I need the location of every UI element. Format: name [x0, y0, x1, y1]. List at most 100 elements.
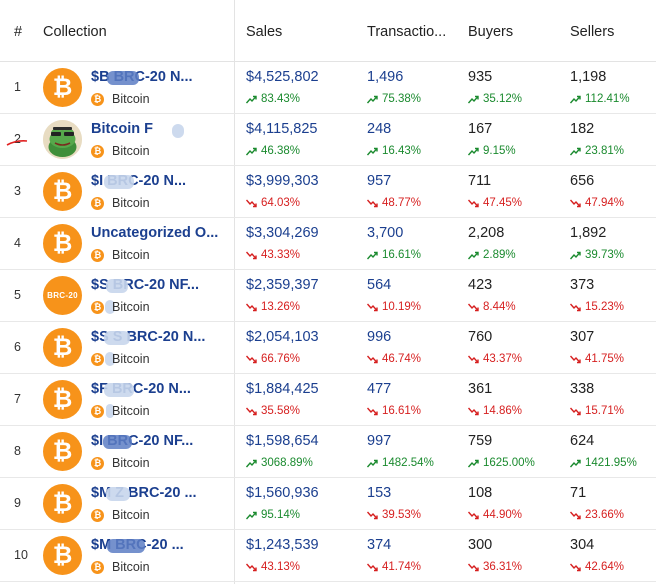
sales-value: $1,243,539 [246, 537, 319, 553]
transactions-change: 10.19% [367, 301, 421, 313]
buyers-value: 300 [468, 537, 493, 553]
sales-value: $3,999,303 [246, 173, 319, 189]
buyers-value: 2,208 [468, 225, 505, 241]
buyers-value: 935 [468, 69, 493, 85]
table-row[interactable]: 9 ₿ $M Z BRC-20 ... ₿ Bitcoin $1,560,936 … [0, 478, 656, 530]
buyers-change-text: 35.12% [483, 93, 523, 105]
chain-label: ₿ Bitcoin [91, 508, 150, 522]
redaction-blur [104, 331, 130, 345]
table-row[interactable]: 5 BRC-20 $S BRC-20 NF... ₿ Bitcoin $2,359… [0, 270, 656, 322]
bitcoin-icon: ₿ [43, 536, 82, 575]
frog-avatar [43, 120, 82, 159]
buyers-change: 36.31% [468, 561, 522, 573]
rank-number: 4 [14, 236, 21, 250]
redaction-blur [104, 383, 134, 397]
transactions-value: 374 [367, 537, 392, 553]
buyers-change: 35.12% [468, 93, 522, 105]
sellers-change-text: 1421.95% [585, 457, 637, 469]
rank-number: 3 [14, 184, 21, 198]
sellers-value: 1,892 [570, 225, 607, 241]
sellers-change-text: 23.81% [585, 145, 625, 157]
sellers-change: 41.75% [570, 353, 624, 365]
sellers-change: 23.66% [570, 509, 624, 521]
sellers-change-text: 42.64% [585, 561, 625, 573]
sellers-change: 1421.95% [570, 457, 637, 469]
buyers-change-text: 8.44% [483, 301, 516, 313]
sellers-value: 338 [570, 381, 595, 397]
chain-name: Bitcoin [112, 144, 150, 158]
transactions-change-text: 48.77% [382, 197, 422, 209]
transactions-change: 75.38% [367, 93, 421, 105]
sellers-change-text: 23.66% [585, 509, 625, 521]
transactions-value: 957 [367, 173, 392, 189]
sellers-value: 71 [570, 485, 587, 501]
sellers-change: 47.94% [570, 197, 624, 209]
bitcoin-icon: ₿ [43, 172, 82, 211]
redaction-blur [172, 124, 184, 138]
transactions-value: 477 [367, 381, 392, 397]
collection-name-link[interactable]: Uncategorized O... [91, 225, 219, 241]
table-row[interactable]: 10 ₿ $M BRC-20 ... ₿Bitcoin $1,243,539 4… [0, 530, 656, 582]
bitcoin-icon: ₿ [43, 328, 82, 367]
sales-change: 66.76% [246, 353, 300, 365]
buyers-change: 1625.00% [468, 457, 535, 469]
transactions-change-text: 16.61% [382, 405, 422, 417]
table-row[interactable]: 7 ₿ $F BRC-20 N... ₿ Bitcoin $1,884,425 3… [0, 374, 656, 426]
redaction-blur [105, 300, 115, 314]
table-row[interactable]: 4 ₿ Uncategorized O... ₿ Bitcoin $3,304,2… [0, 218, 656, 270]
transactions-header[interactable]: Transactio... [367, 24, 447, 40]
sales-value: $4,525,802 [246, 69, 319, 85]
sellers-header[interactable]: Sellers [570, 24, 615, 40]
buyers-change: 47.45% [468, 197, 522, 209]
chain-name: Bitcoin [112, 560, 150, 574]
chain-name: Bitcoin [112, 196, 150, 210]
sellers-value: 624 [570, 433, 595, 449]
transactions-change-text: 16.61% [382, 249, 422, 261]
sellers-change: 39.73% [570, 249, 624, 261]
sellers-value: 1,198 [570, 69, 607, 85]
sellers-change-text: 112.41% [585, 93, 630, 105]
collection-name-link[interactable]: Bitcoin F [91, 121, 154, 137]
table-row[interactable]: 6 ₿ $S S BRC-20 N... ₿ Bitcoin $2,054,103… [0, 322, 656, 374]
buyers-change-text: 1625.00% [483, 457, 535, 469]
redaction-blur [106, 404, 114, 418]
chain-name: Bitcoin [112, 300, 150, 314]
transactions-value: 1,496 [367, 69, 404, 85]
sales-header[interactable]: Sales [246, 24, 283, 40]
table-row[interactable]: 2 Bitcoin F ₿ Bitcoin $4,115,825 46.38% 2… [0, 114, 656, 166]
sales-value: $2,359,397 [246, 277, 319, 293]
sales-change-text: 13.26% [261, 301, 301, 313]
transactions-value: 248 [367, 121, 392, 137]
sales-change: 46.38% [246, 145, 300, 157]
table-row[interactable]: 1 ₿ $B BRC-20 N... ₿ Bitcoin $4,525,802 8… [0, 62, 656, 114]
sellers-change: 15.71% [570, 405, 624, 417]
sellers-change: 42.64% [570, 561, 624, 573]
sellers-value: 182 [570, 121, 595, 137]
sales-change: 95.14% [246, 509, 300, 521]
buyers-change-text: 2.89% [483, 249, 516, 261]
sales-change: 43.33% [246, 249, 300, 261]
sales-change-text: 3068.89% [261, 457, 313, 469]
redaction-blur [107, 71, 139, 85]
rank-number: 9 [14, 496, 21, 510]
sales-change: 35.58% [246, 405, 300, 417]
transactions-value: 564 [367, 277, 392, 293]
bitcoin-icon: ₿ [43, 68, 82, 107]
buyers-header[interactable]: Buyers [468, 24, 514, 40]
buyers-change: 8.44% [468, 301, 516, 313]
buyers-change: 9.15% [468, 145, 516, 157]
bitcoin-chain-icon: ₿ [91, 560, 104, 574]
collection-header[interactable]: Collection [43, 24, 107, 40]
sales-value: $1,560,936 [246, 485, 319, 501]
transactions-change: 16.61% [367, 249, 421, 261]
buyers-change-text: 43.37% [483, 353, 523, 365]
table-row[interactable]: 3 ₿ $I BRC-20 N... ₿ Bitcoin $3,999,303 6… [0, 166, 656, 218]
rank-number: 1 [14, 80, 21, 94]
buyers-change-text: 47.45% [483, 197, 523, 209]
rank-number: 10 [14, 548, 28, 562]
chain-label: ₿ Bitcoin [91, 352, 150, 366]
table-row[interactable]: 8 ₿ $I BRC-20 NF... ₿ Bitcoin $1,598,654 … [0, 426, 656, 478]
sales-value: $1,598,654 [246, 433, 319, 449]
buyers-change-text: 9.15% [483, 145, 516, 157]
